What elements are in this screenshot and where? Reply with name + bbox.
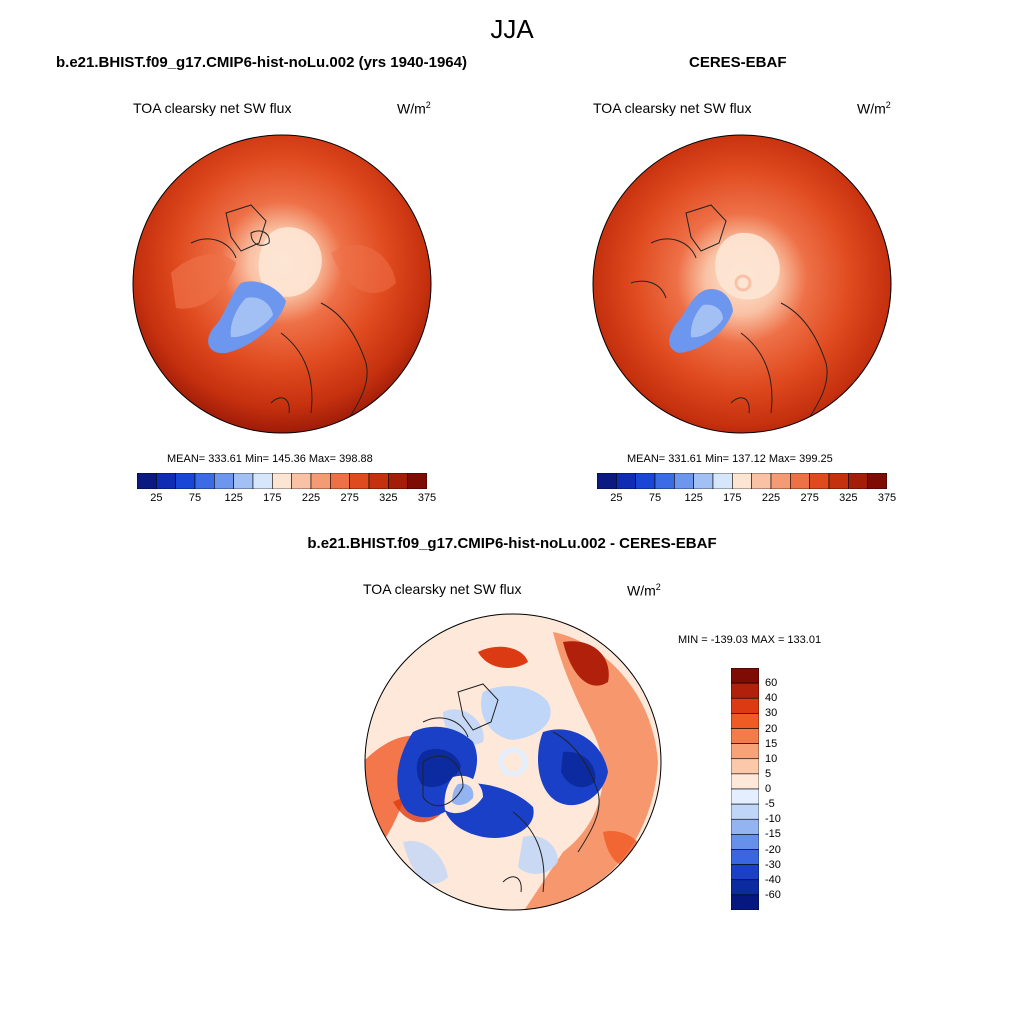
colorbar-swatch <box>770 473 791 489</box>
colorbar-tick-label: -60 <box>765 888 781 901</box>
colorbar-swatch <box>310 473 331 489</box>
model-variable-label: TOA clearsky net SW flux <box>133 100 292 116</box>
colorbar-swatch <box>349 473 370 489</box>
diff-units-label: W/m2 <box>627 582 661 599</box>
colorbar-tick-label: 60 <box>765 677 778 690</box>
diff-stats: MIN = -139.03 MAX = 133.01 <box>678 634 822 646</box>
colorbar-swatch <box>330 473 350 489</box>
colorbar-swatch <box>732 473 752 489</box>
colorbar-tick-label: -40 <box>765 873 781 886</box>
colorbar-swatch <box>137 473 157 489</box>
colorbar-tick-label: 10 <box>765 752 778 765</box>
colorbar-swatch <box>654 473 675 489</box>
obs-panel-title: CERES-EBAF <box>689 54 787 71</box>
colorbar-swatch <box>156 473 176 489</box>
colorbar-swatch <box>712 473 733 489</box>
colorbar-tick-label: 275 <box>340 492 359 504</box>
colorbar-swatch <box>194 473 215 489</box>
obs-colorbar: 25 75 125 175 225 275 325 375 <box>597 473 896 513</box>
colorbar-tick-label: 225 <box>761 492 781 504</box>
colorbar-swatch <box>175 473 196 489</box>
colorbar-swatch <box>867 473 887 489</box>
colorbar-swatch <box>674 473 694 489</box>
colorbar-swatch <box>233 473 254 489</box>
diff-colorbar-ticks: 60 40 30 20 15 10 5 0 -5 -10 -15 -20 -30 -40 -60 <box>731 668 811 910</box>
model-colorbar-bar <box>137 473 427 489</box>
colorbar-swatch <box>693 473 714 489</box>
colorbar-tick-label: 15 <box>765 737 778 750</box>
model-units-label: W/m2 <box>397 100 431 117</box>
colorbar-tick-label: -5 <box>765 798 775 811</box>
colorbar-tick-label: 375 <box>877 492 897 504</box>
colorbar-tick-label: 0 <box>765 783 772 795</box>
diff-colorbar-bar <box>731 668 759 910</box>
colorbar-tick-label: 20 <box>765 722 778 735</box>
colorbar-swatch <box>407 473 427 489</box>
colorbar-swatch <box>809 473 830 489</box>
colorbar-tick-label: 325 <box>839 492 858 504</box>
obs-variable-label: TOA clearsky net SW flux <box>593 100 752 116</box>
colorbar-tick-label: 5 <box>765 767 772 780</box>
model-colorbar-ticks: 25 75 125 175 225 275 325 375 <box>137 489 436 505</box>
colorbar-tick-label: 25 <box>610 492 623 504</box>
colorbar-swatch <box>848 473 868 489</box>
colorbar-tick-label: 75 <box>188 492 202 504</box>
diff-polar-map <box>364 613 662 911</box>
colorbar-tick-label: 275 <box>800 492 819 504</box>
season-title: JJA <box>490 14 534 44</box>
obs-units-label: W/m2 <box>857 100 891 117</box>
colorbar-tick-label: 75 <box>648 492 662 504</box>
obs-polar-map <box>592 134 892 434</box>
colorbar-swatch <box>790 473 810 489</box>
colorbar-swatch <box>368 473 389 489</box>
colorbar-tick-label: 40 <box>765 692 778 705</box>
colorbar-tick-label: 175 <box>263 492 282 504</box>
colorbar-tick-label: 125 <box>224 492 243 504</box>
colorbar-tick-label: 25 <box>150 492 163 504</box>
colorbar-swatch <box>731 894 759 910</box>
colorbar-swatch <box>388 473 408 489</box>
diff-colorbar: 60 40 30 20 15 10 5 0 -5 -10 -15 -20 -30 -40 -60 <box>731 668 811 912</box>
colorbar-tick-label: 325 <box>379 492 398 504</box>
diff-panel-title: b.e21.BHIST.f09_g17.CMIP6-hist-noLu.002 … <box>307 535 717 552</box>
obs-colorbar-bar <box>597 473 887 489</box>
obs-stats: MEAN= 331.61 Min= 137.12 Max= 399.25 <box>627 453 833 465</box>
diff-variable-label: TOA clearsky net SW flux <box>363 581 522 597</box>
colorbar-swatch <box>272 473 292 489</box>
colorbar-tick-label: 30 <box>765 707 778 720</box>
model-colorbar: 25 75 125 175 225 275 325 375 <box>137 473 436 513</box>
colorbar-tick-label: 175 <box>723 492 742 504</box>
colorbar-tick-label: -10 <box>765 813 781 826</box>
colorbar-tick-label: 225 <box>301 492 321 504</box>
colorbar-tick-label: -15 <box>765 828 781 841</box>
model-stats: MEAN= 333.61 Min= 145.36 Max= 398.88 <box>167 453 373 465</box>
obs-colorbar-ticks: 25 75 125 175 225 275 325 375 <box>597 489 896 505</box>
colorbar-swatch <box>214 473 234 489</box>
colorbar-tick-label: -30 <box>765 858 781 871</box>
colorbar-swatch <box>828 473 849 489</box>
colorbar-swatch <box>751 473 772 489</box>
colorbar-swatch <box>616 473 636 489</box>
colorbar-swatch <box>252 473 273 489</box>
colorbar-tick-label: -20 <box>765 843 781 856</box>
colorbar-swatch <box>597 473 617 489</box>
colorbar-swatch <box>291 473 312 489</box>
colorbar-swatch <box>635 473 656 489</box>
model-panel-title: b.e21.BHIST.f09_g17.CMIP6-hist-noLu.002 … <box>56 54 467 71</box>
colorbar-tick-label: 375 <box>417 492 437 504</box>
model-polar-map <box>132 134 432 434</box>
colorbar-tick-label: 125 <box>684 492 703 504</box>
